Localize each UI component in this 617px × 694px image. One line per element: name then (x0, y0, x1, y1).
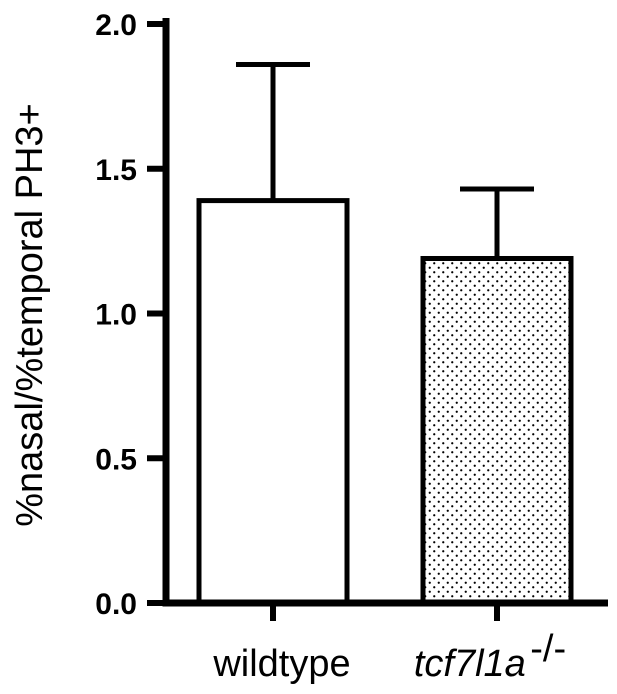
x-tick-label-tcf7l1a: tcf7l1a -/- (414, 628, 566, 685)
y-axis-title: %nasal/%temporal PH3+ (9, 103, 51, 527)
y-axis-ticks: 0.0 0.5 1.0 1.5 2.0 (95, 9, 166, 621)
error-bars (236, 62, 534, 259)
y-tick-label: 1.0 (95, 299, 137, 332)
bar-wildtype (196, 198, 350, 606)
y-tick-label: 2.0 (95, 9, 137, 42)
y-tick-label: 0.0 (95, 588, 137, 621)
x-axis-ticks (270, 603, 500, 621)
y-tick-label: 0.5 (95, 443, 137, 476)
x-tick-label-tcf7l1a-name: tcf7l1a (414, 643, 526, 685)
bars (196, 198, 574, 606)
x-tick-label-tcf7l1a-superscript: -/- (530, 628, 566, 670)
bar-tcf7l1a (420, 255, 574, 606)
x-tick-label-wildtype: wildtype (212, 643, 350, 685)
y-tick-label: 1.5 (95, 154, 137, 187)
